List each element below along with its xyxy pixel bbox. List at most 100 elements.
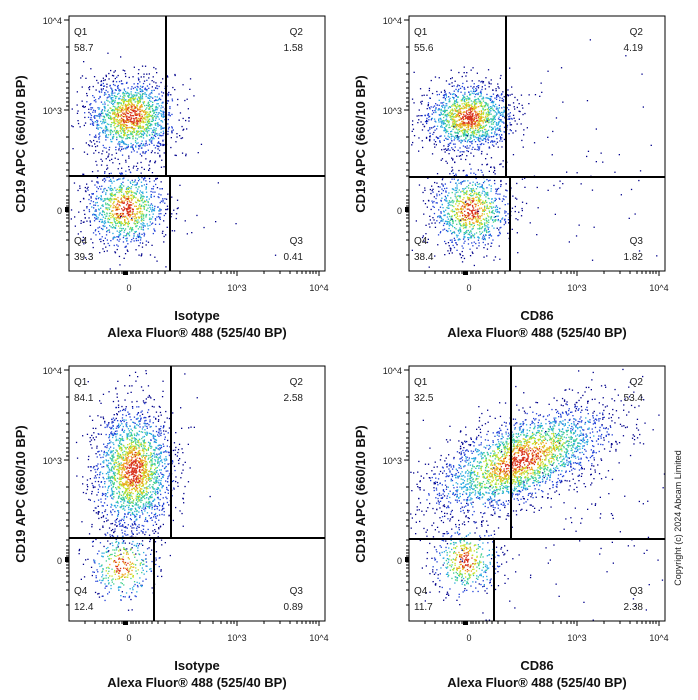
- event-dot: [156, 72, 157, 73]
- event-dot: [495, 193, 496, 194]
- event-dot: [99, 221, 100, 222]
- event-dot: [140, 91, 141, 92]
- event-dot: [445, 99, 446, 100]
- event-dot: [458, 89, 459, 90]
- event-dot: [455, 106, 456, 107]
- event-dot: [117, 231, 118, 232]
- event-dot: [478, 80, 479, 81]
- event-dot: [471, 118, 472, 119]
- event-dot: [148, 170, 149, 171]
- event-dot: [115, 109, 116, 110]
- event-dot: [464, 103, 465, 104]
- event-dot: [113, 202, 114, 203]
- event-dot: [445, 196, 446, 197]
- event-dot: [464, 188, 465, 189]
- event-dot: [493, 117, 494, 118]
- event-dot: [162, 128, 163, 129]
- event-dot: [513, 115, 514, 116]
- event-dot: [444, 95, 445, 96]
- event-dot: [464, 92, 465, 93]
- event-dot: [119, 173, 120, 174]
- event-dot: [135, 92, 136, 93]
- event-dot: [497, 235, 498, 236]
- event-dot: [476, 193, 477, 194]
- event-dot: [484, 181, 485, 182]
- event-dot: [430, 189, 431, 190]
- event-dot: [106, 115, 107, 116]
- event-dot: [133, 238, 134, 239]
- event-dot: [124, 232, 125, 233]
- event-dot: [471, 143, 472, 144]
- event-dot: [499, 208, 500, 209]
- event-dot: [491, 79, 492, 80]
- event-dot: [129, 235, 130, 236]
- event-dot: [115, 206, 116, 207]
- event-dot: [445, 123, 446, 124]
- event-dot: [157, 116, 158, 117]
- event-dot: [478, 115, 479, 116]
- event-dot: [146, 192, 147, 193]
- event-dot: [444, 96, 445, 97]
- event-dot: [485, 132, 486, 133]
- event-dot: [104, 147, 105, 148]
- event-dot: [152, 138, 153, 139]
- event-dot: [442, 207, 443, 208]
- event-dot: [507, 233, 508, 234]
- event-dot: [429, 267, 430, 268]
- event-dot: [479, 101, 480, 102]
- event-dot: [495, 189, 496, 190]
- event-dot: [432, 190, 433, 191]
- event-dot: [123, 148, 124, 149]
- event-dot: [150, 254, 151, 255]
- event-dot: [505, 196, 506, 197]
- event-dot: [112, 97, 113, 98]
- event-dot: [443, 219, 444, 220]
- event-dot: [455, 228, 456, 229]
- event-dot: [142, 66, 143, 67]
- event-dot: [461, 182, 462, 183]
- event-dot: [133, 118, 134, 119]
- event-dot: [145, 180, 146, 181]
- event-dot: [459, 233, 460, 234]
- event-dot: [548, 190, 549, 191]
- event-dot: [162, 201, 163, 202]
- event-dot: [449, 98, 450, 99]
- event-dot: [128, 233, 129, 234]
- event-dot: [454, 227, 455, 228]
- event-dot: [534, 142, 535, 143]
- event-dot: [140, 208, 141, 209]
- event-dot: [140, 118, 141, 119]
- event-dot: [117, 86, 118, 87]
- event-dot: [453, 189, 454, 190]
- event-dot: [120, 199, 121, 200]
- event-dot: [473, 189, 474, 190]
- event-dot: [140, 190, 141, 191]
- event-dot: [489, 212, 490, 213]
- event-dot: [107, 97, 108, 98]
- event-dot: [472, 210, 473, 211]
- event-dot: [147, 225, 148, 226]
- event-dot: [141, 192, 142, 193]
- event-dot: [154, 206, 155, 207]
- event-dot: [453, 126, 454, 127]
- event-dot: [477, 85, 478, 86]
- event-dot: [110, 126, 111, 127]
- event-dot: [457, 104, 458, 105]
- event-dot: [528, 103, 529, 104]
- event-dot: [487, 104, 488, 105]
- event-dot: [155, 68, 156, 69]
- event-dot: [479, 141, 480, 142]
- event-dot: [95, 110, 96, 111]
- event-dot: [448, 192, 449, 193]
- event-dot: [176, 136, 177, 137]
- event-dot: [504, 219, 505, 220]
- event-dot: [479, 123, 480, 124]
- event-dot: [114, 130, 115, 131]
- event-dot: [189, 89, 190, 90]
- event-dot: [107, 53, 108, 54]
- event-dot: [114, 114, 115, 115]
- event-dot: [468, 112, 469, 113]
- event-dot: [443, 130, 444, 131]
- event-dot: [472, 121, 473, 122]
- event-dot: [120, 56, 121, 57]
